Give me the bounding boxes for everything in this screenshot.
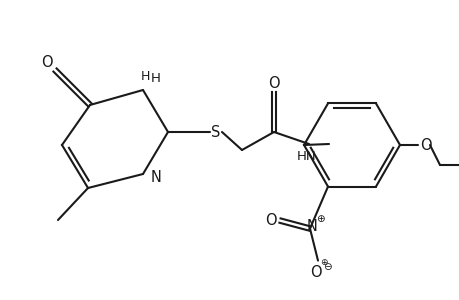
Text: N: N (306, 219, 317, 234)
Text: H: H (151, 71, 161, 85)
Text: ⊖: ⊖ (322, 262, 330, 272)
Text: ⊕: ⊕ (319, 258, 327, 267)
Text: ⊕: ⊕ (315, 214, 324, 224)
Text: O: O (309, 265, 321, 280)
Text: N: N (151, 170, 162, 185)
Text: O: O (268, 76, 279, 91)
Text: H: H (140, 70, 149, 83)
Text: O: O (419, 137, 431, 152)
Text: O: O (264, 213, 276, 228)
Text: O: O (41, 55, 53, 70)
Text: HN: HN (297, 149, 316, 163)
Text: S: S (211, 124, 220, 140)
